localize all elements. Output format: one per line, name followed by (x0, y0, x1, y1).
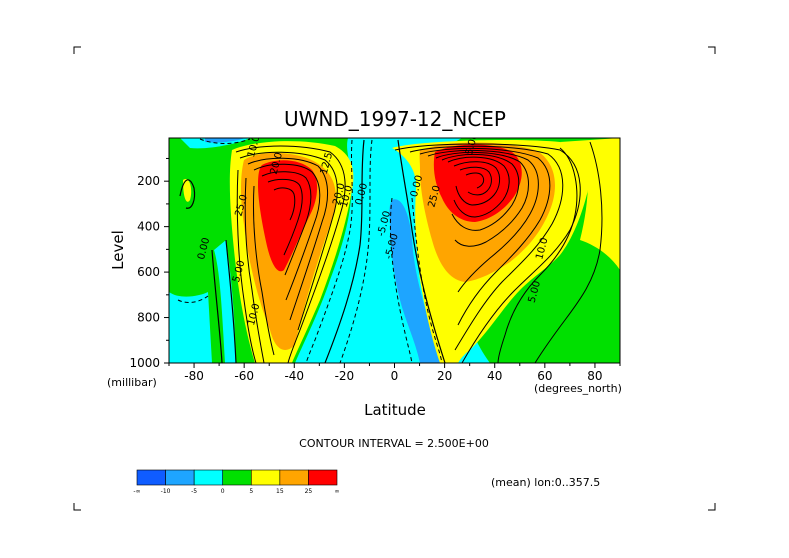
averaging-text: (mean) lon:0..357.5 (491, 476, 600, 489)
x-tick-label: -40 (284, 369, 304, 383)
contour-lines-positive (235, 141, 603, 363)
colorbar-label: 5 (249, 488, 253, 495)
colorbar: -∞ -10 -5 0 5 15 25 ∞ (133, 469, 340, 495)
x-tick-label: -20 (335, 369, 355, 383)
colorbar-label: ∞ (335, 488, 340, 495)
x-tick-label: 80 (587, 369, 602, 383)
contour-lines-zero (179, 139, 446, 363)
field-yellow-small (183, 179, 192, 202)
chart-title: UWND_1997-12_NCEP (284, 107, 506, 131)
colorbar-label: -10 (161, 488, 171, 495)
x-axis-label: Latitude (364, 401, 426, 419)
x-tick-label: 60 (537, 369, 552, 383)
y-axis-units: (millibar) (107, 376, 157, 389)
y-tick-label: 800 (137, 311, 160, 325)
field-blue-top (205, 138, 245, 143)
colorbar-swatch (193, 469, 224, 486)
colorbar-label: 25 (305, 488, 313, 495)
colorbar-swatch (222, 469, 252, 486)
x-tick-label: 40 (487, 369, 502, 383)
x-axis-units: (degrees_north) (534, 382, 622, 395)
colorbar-swatch (279, 469, 309, 486)
colorbar-label: 0 (221, 488, 225, 495)
colorbar-label: -∞ (133, 488, 140, 495)
y-axis-label: Level (109, 230, 127, 270)
colorbar-swatch (250, 469, 281, 486)
contour-interval-text: CONTOUR INTERVAL = 2.500E+00 (299, 437, 489, 450)
field-blue-tropics (389, 199, 440, 363)
colorbar-label: 15 (276, 488, 284, 495)
field-red-south-jet (258, 160, 318, 272)
y-tick-label: 600 (137, 265, 160, 279)
contour-lines-negative (177, 138, 443, 363)
x-axis: -80 -60 -40 -20 0 20 40 60 80 (168, 363, 621, 383)
field-cyan-south-pole (169, 292, 212, 363)
plot-area (169, 138, 620, 363)
field-yellow-north-polar (560, 138, 620, 270)
y-tick-label: 1000 (129, 356, 160, 370)
field-red-north-jet (433, 144, 522, 222)
x-tick-label: -60 (234, 369, 254, 383)
colorbar-swatch (165, 469, 195, 486)
field-cyan-south-lowlevel (214, 240, 236, 363)
x-tick-label: -80 (184, 369, 204, 383)
x-tick-label: 20 (437, 369, 452, 383)
colorbar-swatch (308, 469, 338, 486)
colorbar-label: -5 (191, 488, 197, 495)
crop-marks (73, 46, 716, 511)
x-tick-label: 0 (391, 369, 399, 383)
colorbar-swatch (136, 469, 166, 486)
y-axis: 200 400 600 800 1000 (129, 157, 169, 370)
y-tick-label: 200 (137, 174, 160, 188)
y-tick-label: 400 (137, 220, 160, 234)
